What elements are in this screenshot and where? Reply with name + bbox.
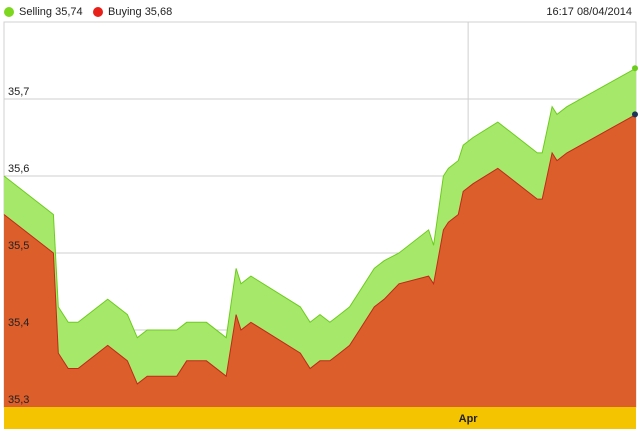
y-tick-label: 35,4: [8, 317, 29, 329]
buying-area: [4, 114, 636, 408]
selling-end-marker: [632, 65, 638, 72]
timestamp: 16:17 08/04/2014: [546, 6, 632, 18]
selling-dot-icon: [4, 7, 14, 17]
x-tick-label: Apr: [459, 413, 479, 425]
legend-selling[interactable]: Selling 35,74: [4, 4, 83, 20]
legend-buying[interactable]: Buying 35,68: [93, 4, 172, 20]
y-tick-label: 35,6: [8, 163, 29, 175]
x-axis-band: [4, 407, 636, 429]
y-tick-label: 35,5: [8, 240, 29, 252]
chart-header: Selling 35,74 Buying 35,68 16:17 08/04/2…: [0, 0, 640, 24]
buying-line: [3, 113, 637, 385]
legend-buying-label: Buying 35,68: [108, 6, 173, 18]
y-tick-label: 35,3: [8, 394, 29, 406]
selling-line: [3, 67, 637, 339]
legend-selling-label: Selling 35,74: [19, 6, 83, 18]
buying-end-marker: [632, 111, 638, 118]
buying-dot-icon: [93, 7, 103, 17]
y-tick-label: 35,7: [8, 86, 29, 98]
